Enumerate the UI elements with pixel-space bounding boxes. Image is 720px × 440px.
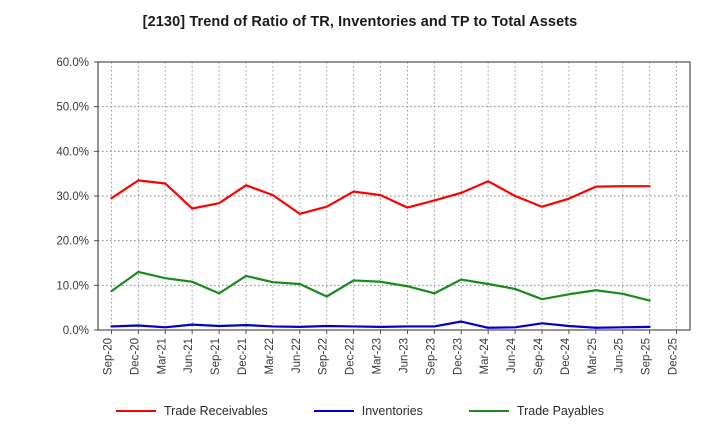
x-tick-label: Jun-25	[614, 338, 626, 373]
x-tick-label: Sep-24	[533, 337, 545, 375]
series-line-trade-receivables	[110, 179, 651, 215]
y-tick-label: 40.0%	[56, 146, 89, 158]
y-tick-label: 30.0%	[56, 191, 89, 203]
x-tick-label: Sep-20	[102, 338, 114, 375]
series-line-trade-payables	[110, 270, 651, 302]
x-tick-label: Sep-21	[210, 338, 222, 375]
legend-swatch-inventories	[313, 410, 354, 412]
x-tick-label: Mar-24	[479, 337, 491, 374]
x-tick-label: Dec-21	[237, 338, 249, 375]
legend-label-trade-payables: Trade Payables	[516, 404, 604, 418]
x-tick-label: Jun-21	[183, 338, 195, 373]
y-tick-label: 20.0%	[56, 236, 89, 248]
x-tick-label: Dec-25	[668, 338, 680, 375]
legend-swatch-trade-receivables	[115, 410, 156, 412]
x-tick-label: Mar-25	[587, 338, 599, 374]
x-tick-label: Dec-24	[560, 337, 572, 375]
x-tick-label: Jun-23	[398, 338, 410, 373]
legend-label-trade-receivables: Trade Receivables	[163, 404, 268, 418]
grid-layer	[98, 61, 690, 331]
x-tick-label: Sep-23	[425, 338, 437, 375]
axis-layer	[94, 61, 691, 334]
legend-item-trade-payables: Trade Payables	[468, 404, 604, 418]
chart-title: [2130] Trend of Ratio of TR, Inventories…	[142, 14, 578, 30]
x-tick-label: Dec-23	[452, 338, 464, 375]
series-line-inventories	[110, 320, 651, 329]
x-tick-label: Sep-25	[641, 338, 653, 375]
x-tick-label: Jun-22	[291, 338, 303, 373]
series-layer	[110, 179, 651, 329]
x-tick-label: Sep-22	[318, 338, 330, 375]
y-tick-label: 60.0%	[56, 57, 89, 69]
y-tick-label: 50.0%	[56, 102, 89, 114]
x-tick-label: Mar-22	[264, 338, 276, 374]
legend-label-inventories: Inventories	[361, 404, 423, 418]
x-tick-label: Jun-24	[506, 337, 518, 373]
legend-swatch-trade-payables	[468, 410, 509, 412]
legend-item-trade-receivables: Trade Receivables	[115, 404, 268, 418]
chart-legend: Trade Receivables Inventories Trade Paya…	[0, 404, 720, 418]
x-tick-label: Mar-21	[156, 338, 168, 374]
y-tick-label: 0.0%	[63, 325, 89, 337]
legend-item-inventories: Inventories	[313, 404, 423, 418]
x-tick-label: Dec-22	[345, 338, 357, 375]
y-axis-tick-labels: 0.0% 10.0% 20.0% 30.0% 40.0% 50.0% 60.0%	[56, 57, 89, 337]
x-tick-label: Dec-20	[129, 338, 141, 375]
x-axis-tick-labels: Sep-20 Dec-20 Mar-21 Jun-21 Sep-21 Dec-21 Mar-…	[102, 337, 679, 375]
x-tick-label: Mar-23	[372, 338, 384, 374]
y-tick-label: 10.0%	[56, 280, 89, 292]
